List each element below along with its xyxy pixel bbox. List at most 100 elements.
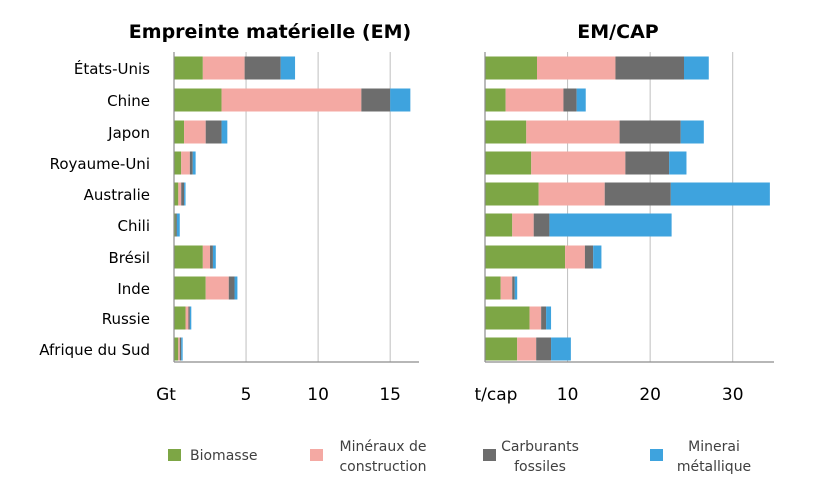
bar-2-2-1: [526, 120, 620, 144]
bar-2-8-1: [529, 306, 542, 330]
bar-2-4-0: [485, 182, 539, 206]
bar-1-6-2: [210, 245, 213, 269]
bar-2-3-3: [669, 151, 687, 175]
bar-2-1-3: [576, 88, 586, 112]
bar-2-6-0: [485, 245, 566, 269]
bar-1-6-3: [212, 245, 216, 269]
bar-1-1-3: [390, 88, 411, 112]
bar-2-8-0: [485, 306, 530, 330]
category-label: Australie: [84, 186, 150, 204]
bar-1-6-1: [202, 245, 211, 269]
legend-label-4: métallique: [677, 459, 751, 475]
bar-1-2-3: [221, 120, 228, 144]
bar-2-8-2: [541, 306, 547, 330]
bar-1-1-2: [361, 88, 391, 112]
category-label: Royaume-Uni: [50, 155, 150, 173]
legend-label-4: Minerai: [688, 439, 740, 455]
bar-1-8-1: [185, 306, 189, 330]
bar-1-5-2: [175, 213, 177, 237]
bar-1-7-3: [234, 276, 238, 300]
bar-1-9-3: [181, 337, 183, 361]
bar-2-1-0: [485, 88, 506, 112]
legend-swatch-2: [310, 449, 323, 461]
bar-1-4-0: [174, 182, 179, 206]
category-label: Chine: [107, 92, 150, 110]
bar-2-7-1: [500, 276, 513, 300]
category-label: Brésil: [108, 249, 150, 267]
bar-2-6-3: [593, 245, 602, 269]
bar-1-4-1: [178, 182, 182, 206]
bar-1-7-0: [174, 276, 206, 300]
legend-label-2: Minéraux de: [340, 439, 427, 455]
bar-2-8-3: [546, 306, 552, 330]
bar-1-3-2: [189, 151, 193, 175]
chart-title-2: EM/CAP: [577, 21, 658, 43]
bar-2-0-3: [683, 56, 709, 80]
bar-1-1-0: [174, 88, 222, 112]
bar-1-5-3: [176, 213, 180, 237]
bar-1-9-0: [174, 337, 179, 361]
bar-2-9-3: [551, 337, 571, 361]
unit-label-1: Gt: [156, 385, 176, 405]
bar-1-6-0: [174, 245, 203, 269]
bar-1-0-2: [244, 56, 281, 80]
category-label: Afrique du Sud: [39, 341, 150, 359]
bar-1-2-2: [205, 120, 222, 144]
bar-1-0-3: [280, 56, 296, 80]
bar-2-4-1: [538, 182, 605, 206]
category-label: Chili: [118, 217, 150, 235]
legend-swatch-3: [483, 449, 496, 461]
bar-2-5-3: [549, 213, 672, 237]
bar-1-2-1: [184, 120, 206, 144]
bar-2-7-0: [485, 276, 501, 300]
bar-1-8-3: [189, 306, 192, 330]
legend-swatch-1: [168, 449, 181, 461]
bar-1-7-2: [228, 276, 235, 300]
bar-1-3-1: [181, 151, 190, 175]
category-label: Japon: [107, 124, 150, 142]
bar-2-9-0: [485, 337, 518, 361]
bar-1-1-1: [221, 88, 362, 112]
bar-2-1-2: [563, 88, 577, 112]
bar-1-4-2: [181, 182, 185, 206]
bar-2-1-1: [505, 88, 564, 112]
bar-2-0-0: [485, 56, 538, 80]
bar-2-5-1: [512, 213, 534, 237]
tick-label-2-1: 20: [639, 385, 661, 405]
tick-label-2-2: 30: [722, 385, 744, 405]
unit-label-2: t/cap: [475, 385, 518, 405]
bar-2-2-0: [485, 120, 527, 144]
bar-2-0-2: [615, 56, 684, 80]
bar-2-6-2: [584, 245, 594, 269]
bar-1-3-0: [174, 151, 182, 175]
bar-2-2-3: [680, 120, 704, 144]
legend-label-1: Biomasse: [190, 448, 257, 464]
tick-label-1-0: 5: [241, 385, 252, 405]
category-label: États-Unis: [74, 59, 150, 78]
bar-1-5-0: [174, 213, 176, 237]
chart-title-1: Empreinte matérielle (EM): [129, 21, 411, 43]
bar-1-8-0: [174, 306, 186, 330]
category-label: Inde: [117, 280, 150, 298]
bar-1-3-3: [192, 151, 196, 175]
bar-1-9-2: [179, 337, 182, 361]
bar-2-9-1: [517, 337, 537, 361]
bar-1-7-1: [205, 276, 229, 300]
bar-1-2-0: [174, 120, 185, 144]
bar-2-9-2: [536, 337, 552, 361]
tick-label-1-1: 10: [307, 385, 329, 405]
bar-2-3-2: [625, 151, 670, 175]
category-label: Russie: [102, 310, 150, 328]
bar-1-4-3: [184, 182, 186, 206]
bar-1-0-0: [174, 56, 203, 80]
legend-label-3: Carburants: [501, 439, 579, 455]
tick-label-2-0: 10: [557, 385, 579, 405]
bar-2-0-1: [537, 56, 616, 80]
bar-1-9-1: [178, 337, 180, 361]
legend-swatch-4: [650, 449, 663, 461]
bar-2-2-2: [619, 120, 681, 144]
bar-2-4-2: [604, 182, 671, 206]
bar-2-3-0: [485, 151, 532, 175]
